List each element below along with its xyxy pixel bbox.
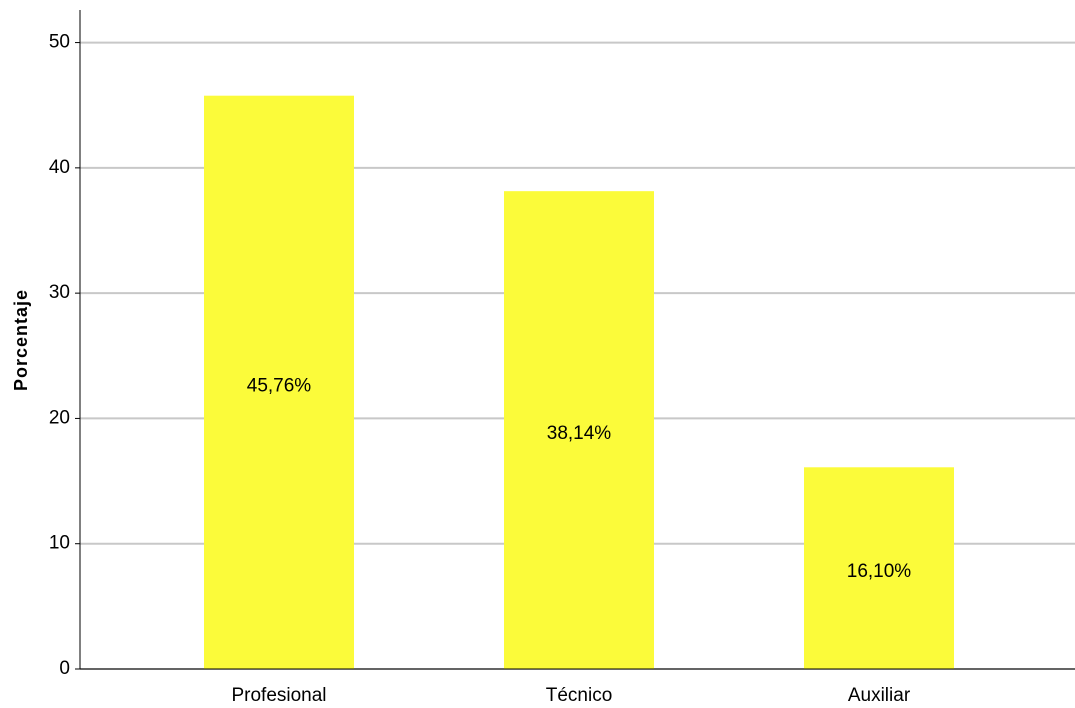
y-tick-label: 50 — [49, 32, 70, 53]
data-label: 45,76% — [247, 375, 312, 396]
y-tick-label: 20 — [49, 407, 70, 428]
y-tick-label: 30 — [49, 282, 70, 303]
bar — [204, 95, 354, 669]
data-label: 38,14% — [547, 423, 612, 444]
y-tick-label: 0 — [59, 658, 70, 679]
y-tick-label: 10 — [49, 533, 70, 554]
bar — [804, 467, 954, 669]
x-tick-label: Auxiliar — [848, 685, 911, 706]
y-tick-label: 40 — [49, 157, 70, 178]
y-axis-label: Porcentaje — [11, 289, 31, 391]
data-label: 16,10% — [847, 561, 912, 582]
bar — [504, 191, 654, 669]
x-tick-label: Técnico — [546, 685, 613, 706]
x-tick-label: Profesional — [231, 685, 326, 706]
